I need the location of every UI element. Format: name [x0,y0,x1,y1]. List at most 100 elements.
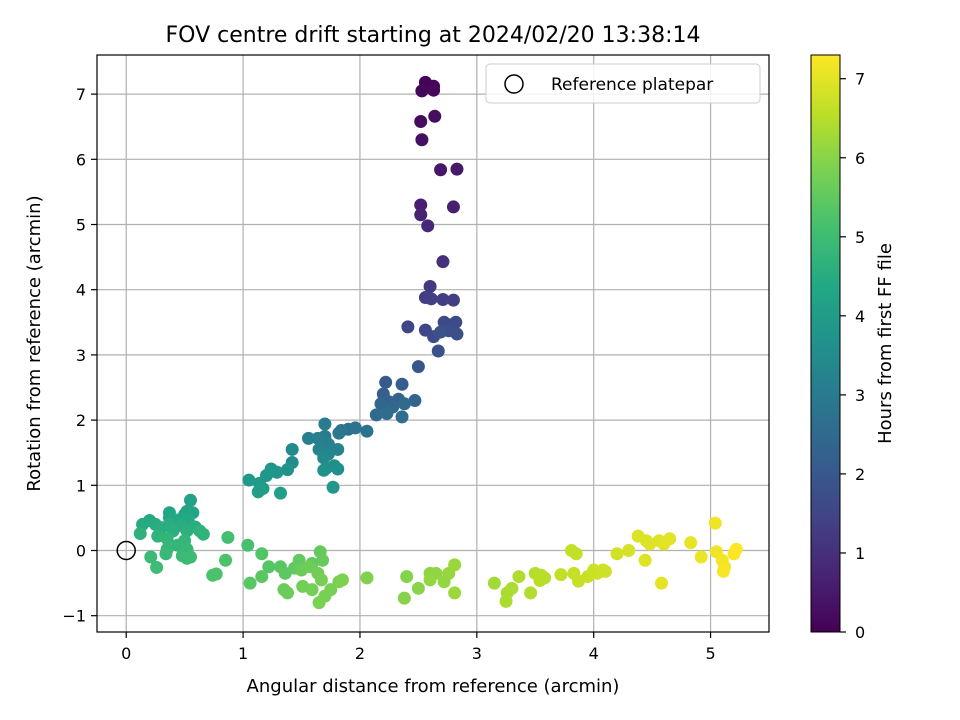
data-point [554,568,568,582]
data-point [280,586,294,600]
x-tick-label: 5 [705,644,715,663]
data-point [369,408,383,422]
colorbar-tick-label: 2 [855,465,865,484]
data-point [183,550,197,564]
reference-platepar-marker [116,540,136,561]
data-point [183,493,197,507]
data-point [144,550,158,564]
y-tick-label: 7 [76,85,86,104]
colorbar-tick-label: 5 [855,228,865,247]
data-point [150,560,164,574]
legend-label: Reference platepar [551,75,713,95]
data-point [487,576,501,590]
data-point [414,115,428,129]
data-point [221,530,235,544]
data-point [326,480,340,494]
colorbar-tick-label: 3 [855,386,865,405]
colorbar-tick-label: 4 [855,307,865,326]
data-point [448,586,462,600]
data-point [395,410,409,424]
data-point [598,564,612,578]
data-point [255,570,269,584]
colorbar-ticks: 0 1 2 3 4 5 6 7 [840,70,865,642]
data-point [397,397,411,411]
data-point [414,198,428,212]
data-point [415,84,429,98]
data-point [348,421,362,435]
data-point [446,293,460,307]
data-point [311,431,325,445]
data-point [424,292,438,306]
data-point [411,581,425,595]
y-tick-label: 4 [76,281,86,300]
data-point [196,527,210,541]
data-point [285,442,299,456]
data-point [434,325,448,339]
colorbar-label: Hours from first FF file [875,243,896,444]
colorbar-tick-label: 7 [855,70,865,89]
data-point [421,219,435,233]
data-point [305,583,319,597]
x-tick-label: 0 [121,644,131,663]
legend: Reference platepar [485,63,761,104]
data-point [663,532,677,546]
data-point [302,431,316,445]
data-point [415,133,429,147]
data-point [400,570,414,584]
data-point [241,538,255,552]
x-tick-label: 4 [589,644,599,663]
data-point [331,462,345,476]
data-point [654,576,668,590]
data-point [499,594,513,608]
data-point [450,162,464,176]
data-point [262,560,276,574]
data-point [292,553,306,567]
data-point [401,320,415,334]
data-point [270,465,284,479]
y-tick-label: 5 [76,216,86,235]
data-point [569,547,583,561]
data-point [255,547,269,561]
data-point [317,451,331,465]
data-point [408,394,422,408]
x-axis-label: Angular distance from reference (arcmin) [247,676,620,697]
y-tick-label: 2 [76,411,86,430]
data-point [133,527,147,541]
data-point [446,200,460,214]
colorbar-tick-label: 1 [855,544,865,563]
data-point [638,553,652,567]
data-point [533,573,547,587]
data-point [379,375,393,389]
data-point [243,576,257,590]
x-tick-label: 1 [238,644,248,663]
data-point [450,327,464,341]
legend-reference-marker [504,74,524,94]
data-point [716,564,730,578]
data-point [436,292,450,306]
data-point [159,547,173,561]
y-tick-label: −1 [62,607,86,626]
data-point [411,360,425,374]
data-point [708,516,722,530]
data-point [209,567,223,581]
data-point [374,397,388,411]
colorbar-tick-label: 6 [855,149,865,168]
data-point [423,279,437,293]
data-point [684,536,698,550]
data-point [335,573,349,587]
data-point [397,591,411,605]
data-point [694,550,708,564]
data-point [318,417,332,431]
data-point [316,553,330,567]
data-point [414,208,428,222]
y-tick-label: 6 [76,150,86,169]
y-tick-label: 3 [76,346,86,365]
x-tick-label: 2 [355,644,365,663]
data-point [280,463,294,477]
data-point [610,547,624,561]
data-point [273,486,287,500]
data-point [219,553,233,567]
data-point [729,542,743,556]
data-point [312,596,326,610]
